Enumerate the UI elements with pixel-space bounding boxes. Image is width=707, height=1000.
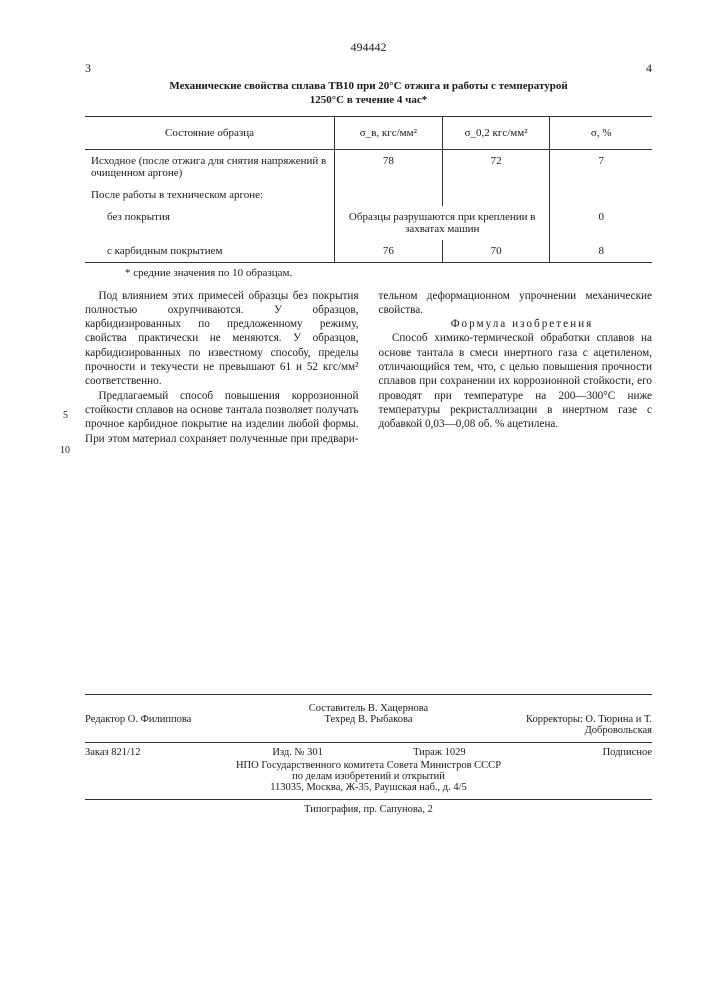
body-text: Под влиянием этих примесей образцы без п… (85, 289, 652, 447)
th-sigma02: σ_0,2 кгс/мм² (442, 116, 550, 149)
cell-val: 0 (550, 206, 652, 240)
cell-val: 7 (550, 149, 652, 184)
page-num-left: 3 (85, 61, 91, 76)
paragraph: Под влиянием этих примесей образцы без п… (85, 289, 359, 389)
footer-org2: по делам изобретений и открытий (85, 771, 652, 782)
patent-page: 494442 3 4 Механические свойства сплава … (0, 0, 707, 1000)
table-title-line2: 1250°С в течение 4 час* (310, 94, 428, 106)
th-state: Состояние образца (85, 116, 334, 149)
footer-correctors: Корректоры: О. Тюрина и Т. Добровольская (463, 714, 652, 736)
table-row: После работы в техническом аргоне: (85, 184, 652, 206)
cell-state: с карбидным покрытием (85, 240, 334, 263)
footer-techred: Техред В. Рыбакова (274, 714, 463, 736)
footer-address: 113035, Москва, Ж-35, Раушская наб., д. … (85, 782, 652, 793)
table-title: Механические свойства сплава ТВ10 при 20… (85, 80, 652, 108)
footer-order: Заказ 821/12 (85, 747, 227, 758)
footer-circulation: Тираж 1029 (369, 747, 511, 758)
table-row: без покрытия Образцы разрушаются при кре… (85, 206, 652, 240)
page-num-right: 4 (646, 61, 652, 76)
cell-val: 76 (334, 240, 442, 263)
patent-number: 494442 (85, 40, 652, 55)
cell-val: 72 (442, 149, 550, 184)
paragraph: Способ химико-термической обработки спла… (379, 331, 653, 431)
table-footnote: * средние значения по 10 образцам. (125, 267, 652, 279)
formula-header: Формула изобретения (379, 317, 653, 331)
footer-compiler: Составитель В. Хацернова (85, 703, 652, 714)
table-title-line1: Механические свойства сплава ТВ10 при 20… (169, 80, 567, 92)
footer-editor: Редактор О. Филиппова (85, 714, 274, 736)
table-header-row: Состояние образца σ_в, кгс/мм² σ_0,2 кгс… (85, 116, 652, 149)
table-row: Исходное (после отжига для снятия напряж… (85, 149, 652, 184)
footer-credits-row: Редактор О. Филиппова Техред В. Рыбакова… (85, 714, 652, 736)
cell-val: 70 (442, 240, 550, 263)
page-numbers: 3 4 (85, 61, 652, 76)
footer-issue: Изд. № 301 (227, 747, 369, 758)
cell-val: 78 (334, 149, 442, 184)
cell-val (550, 184, 652, 206)
line-mark-5: 5 (63, 410, 68, 421)
cell-val (442, 184, 550, 206)
table-row: с карбидным покрытием 76 70 8 (85, 240, 652, 263)
footer-org1: НПО Государственного комитета Совета Мин… (85, 760, 652, 771)
footer-printer: Типография, пр. Сапунова, 2 (85, 799, 652, 815)
th-sigma: σ, % (550, 116, 652, 149)
th-sigmab: σ_в, кгс/мм² (334, 116, 442, 149)
mechanical-properties-table: Состояние образца σ_в, кгс/мм² σ_0,2 кгс… (85, 116, 652, 263)
cell-val: 8 (550, 240, 652, 263)
cell-state: После работы в техническом аргоне: (85, 184, 334, 206)
cell-state: без покрытия (85, 206, 334, 240)
footer-mid: Заказ 821/12 Изд. № 301 Тираж 1029 Подпи… (85, 742, 652, 793)
cell-note: Образцы разрушаются при креплении в захв… (334, 206, 549, 240)
line-mark-10: 10 (60, 445, 70, 456)
cell-state: Исходное (после отжига для снятия напряж… (85, 149, 334, 184)
cell-val (334, 184, 442, 206)
footer-subscript: Подписное (510, 747, 652, 758)
footer: Составитель В. Хацернова Редактор О. Фил… (85, 694, 652, 815)
